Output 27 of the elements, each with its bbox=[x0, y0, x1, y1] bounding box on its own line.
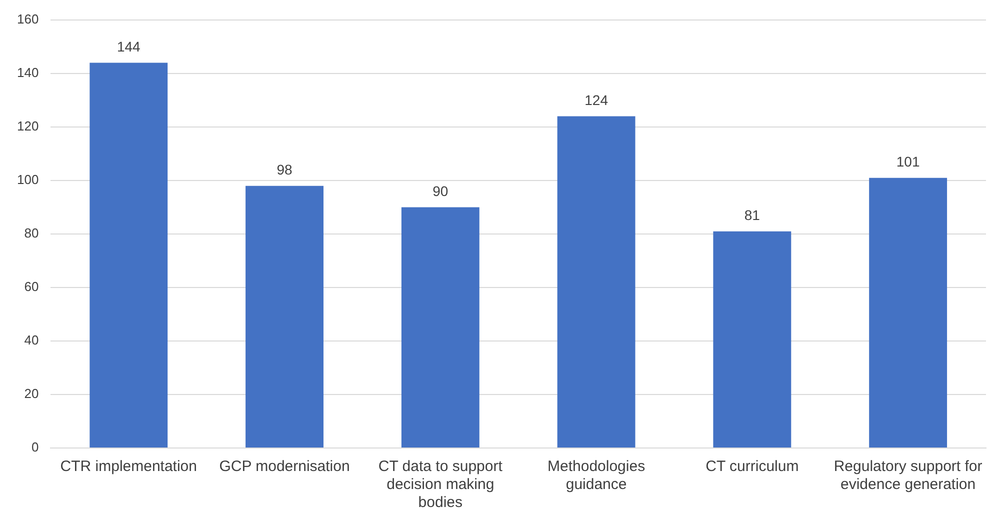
y-tick-label: 20 bbox=[24, 386, 39, 402]
bar bbox=[401, 207, 480, 448]
x-tick-label: CT data to support decision making bodies bbox=[378, 458, 504, 512]
y-tick-label: 160 bbox=[16, 12, 39, 27]
data-label: 98 bbox=[276, 162, 293, 178]
y-tick-label: 80 bbox=[24, 226, 39, 241]
bar bbox=[713, 231, 792, 448]
y-tick-label: 100 bbox=[16, 172, 39, 188]
y-tick-label: 0 bbox=[31, 440, 39, 455]
x-tick-label: Regulatory support for evidence generation bbox=[834, 458, 982, 494]
x-tick-label: CTR implementation bbox=[60, 458, 197, 476]
bar bbox=[869, 178, 948, 448]
y-tick-label: 140 bbox=[16, 65, 39, 80]
x-tick-label: GCP modernisation bbox=[219, 458, 350, 476]
y-tick-label: 120 bbox=[16, 118, 39, 134]
bar bbox=[90, 62, 168, 448]
data-label: 124 bbox=[584, 92, 608, 108]
x-tick-label: Methodologies guidance bbox=[548, 458, 646, 494]
data-label: 90 bbox=[432, 183, 448, 200]
bar bbox=[246, 186, 324, 448]
x-tick-label: CT curriculum bbox=[706, 458, 799, 476]
data-label: 144 bbox=[116, 38, 141, 55]
y-tick-label: 60 bbox=[24, 279, 39, 294]
data-label: 101 bbox=[896, 154, 920, 170]
bar bbox=[557, 116, 636, 448]
y-tick-label: 40 bbox=[24, 332, 39, 348]
data-label: 81 bbox=[744, 207, 760, 224]
